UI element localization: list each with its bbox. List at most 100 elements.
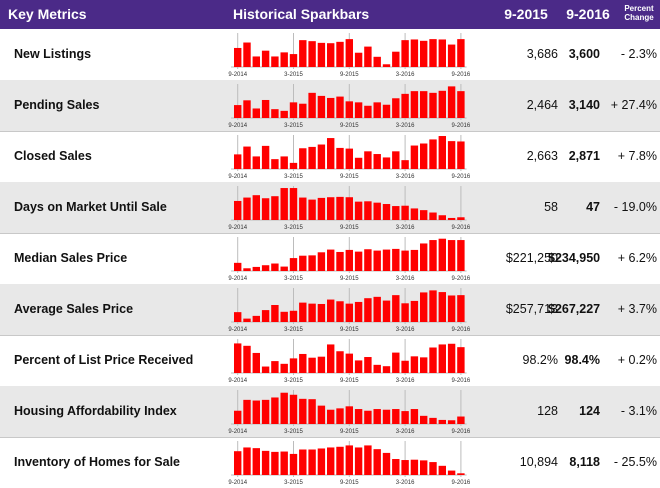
- spark-bar: [420, 415, 428, 424]
- spark-bar: [345, 101, 353, 118]
- value-2016: 2,871: [568, 149, 600, 163]
- metric-label: New Listings: [14, 47, 92, 61]
- tick-label: 9-2016: [452, 72, 471, 78]
- spark-bar: [401, 250, 409, 271]
- spark-bar: [280, 156, 288, 169]
- spark-bar: [429, 417, 437, 424]
- spark-bar: [410, 409, 419, 424]
- spark-bar: [392, 409, 400, 424]
- spark-bar: [420, 143, 428, 169]
- spark-bar: [252, 448, 260, 475]
- spark-bar: [289, 54, 298, 67]
- spark-bar: [392, 151, 400, 169]
- spark-bar: [438, 419, 446, 424]
- spark-bar: [261, 310, 270, 322]
- spark-bar: [438, 136, 446, 169]
- spark-bar: [234, 451, 242, 475]
- spark-bar: [327, 138, 335, 169]
- tick-label: 3-2015: [284, 378, 303, 384]
- spark-bar: [252, 195, 260, 220]
- tick-label: 9-2015: [340, 429, 359, 435]
- tick-label: 3-2015: [284, 174, 303, 180]
- spark-bar: [234, 312, 242, 322]
- spark-bar: [410, 39, 419, 67]
- spark-bar: [345, 353, 353, 373]
- spark-bar: [364, 249, 372, 271]
- spark-bar: [308, 303, 316, 322]
- spark-bar: [457, 39, 465, 67]
- metric-label: Days on Market Until Sale: [14, 200, 167, 214]
- spark-bar: [252, 156, 260, 169]
- spark-bar: [392, 248, 400, 271]
- sparkbar-chart: 9-2014 3-2015 9-2015 3-2016 9-2016: [228, 84, 471, 129]
- percent-change: - 19.0%: [613, 200, 657, 214]
- spark-bar: [336, 301, 344, 322]
- spark-bar: [308, 255, 316, 271]
- spark-bar: [317, 95, 326, 118]
- spark-bar: [401, 460, 409, 475]
- spark-bar: [317, 448, 326, 475]
- table-row: Average Sales Price 9-2014 3-2015 9-2015 3-2…: [0, 284, 660, 335]
- tick-label: 9-2015: [340, 378, 359, 384]
- spark-bar: [345, 445, 353, 475]
- spark-bar: [447, 86, 456, 118]
- tick-label: 3-2015: [284, 225, 303, 231]
- spark-bar: [401, 93, 409, 118]
- spark-bar: [429, 92, 437, 118]
- spark-bar: [345, 406, 353, 424]
- spark-bar: [410, 300, 419, 322]
- spark-bar: [420, 357, 428, 373]
- value-2015: 10,894: [519, 455, 558, 469]
- spark-bar: [392, 459, 400, 475]
- spark-bar: [289, 310, 298, 322]
- spark-bar: [382, 204, 391, 220]
- spark-bar: [438, 344, 446, 373]
- spark-bar: [308, 92, 316, 118]
- spark-bar: [243, 42, 251, 67]
- spark-bar: [317, 144, 326, 169]
- tick-label: 3-2015: [284, 123, 303, 129]
- tick-label: 9-2016: [452, 174, 471, 180]
- spark-bar: [243, 447, 251, 475]
- spark-bar: [420, 40, 428, 67]
- spark-bar: [271, 56, 279, 67]
- tick-label: 3-2016: [396, 327, 415, 333]
- spark-bar: [299, 449, 307, 475]
- tick-label: 9-2014: [228, 378, 247, 384]
- spark-bar: [401, 360, 409, 373]
- table-row: Closed Sales 9-2014 3-2015 9-2015 3-2016 9-20…: [0, 131, 660, 182]
- spark-bar: [420, 91, 428, 118]
- tick-label: 3-2016: [396, 72, 415, 78]
- sparkbar-chart: 9-2014 3-2015 9-2015 3-2016 9-2016: [228, 339, 471, 384]
- spark-bar: [299, 255, 307, 271]
- sparkbar-chart: 9-2014 3-2015 9-2015 3-2016 9-2016: [228, 237, 471, 282]
- spark-bar: [382, 249, 391, 271]
- row-divider: [0, 335, 660, 336]
- spark-bar: [429, 347, 437, 373]
- percent-change: + 7.8%: [617, 149, 657, 163]
- spark-bar: [420, 460, 428, 475]
- spark-bar: [299, 103, 307, 118]
- metric-label: Percent of List Price Received: [14, 353, 194, 367]
- spark-bar: [447, 44, 456, 67]
- value-2016: 98.4%: [564, 353, 600, 367]
- spark-bar: [364, 298, 372, 322]
- tick-label: 9-2016: [452, 327, 471, 333]
- spark-bar: [336, 446, 344, 475]
- spark-bar: [373, 296, 381, 322]
- table-row: Inventory of Homes for Sale 9-2014 3-2015 9…: [0, 437, 660, 488]
- spark-bar: [271, 451, 279, 475]
- spark-bar: [308, 146, 316, 169]
- spark-bar: [280, 188, 288, 220]
- tick-label: 3-2015: [284, 276, 303, 282]
- spark-bar: [447, 295, 456, 322]
- row-divider: [0, 233, 660, 234]
- spark-bar: [271, 263, 279, 271]
- tick-label: 9-2016: [452, 225, 471, 231]
- spark-bar: [243, 399, 251, 424]
- value-2015: 58: [544, 200, 558, 214]
- spark-bar: [382, 157, 391, 169]
- tick-label: 9-2014: [228, 123, 247, 129]
- spark-bar: [271, 397, 279, 424]
- spark-bar: [299, 40, 307, 67]
